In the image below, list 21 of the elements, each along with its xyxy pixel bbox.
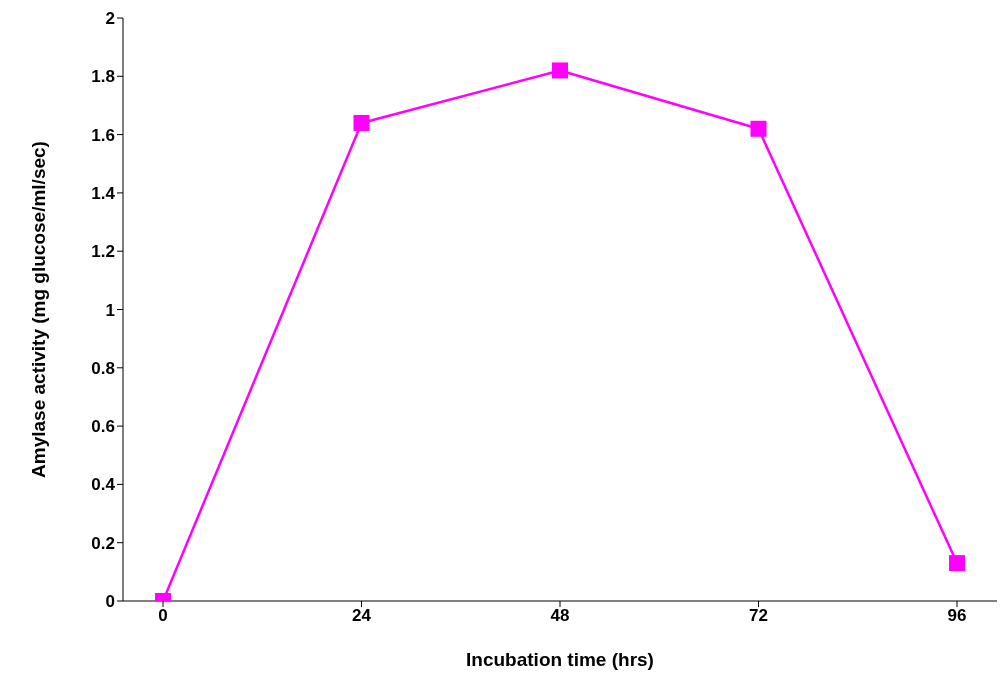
y-axis-title: Amylase activity (mg glucose/ml/sec) (27, 141, 49, 478)
y-tick-label: 1.2 (91, 242, 115, 262)
x-axis-title: Incubation time (hrs) (466, 649, 654, 670)
point (353, 114, 370, 131)
x-tick-label: 0 (158, 606, 168, 626)
point (552, 62, 568, 79)
y-tick-label: 0 (105, 592, 115, 612)
x-tick-label: 96 (947, 606, 967, 626)
x-tick-label: 72 (749, 606, 768, 626)
y-tick-label: 1 (105, 300, 115, 320)
x-tick-label: 24 (352, 606, 372, 626)
x-tick-label: 48 (550, 606, 570, 626)
y-tick-label: 0.2 (91, 533, 115, 553)
y-tick-label: 1.6 (91, 125, 115, 145)
y-tick-label: 1.4 (91, 183, 116, 203)
y-tick-label: 2 (105, 9, 115, 29)
y-tick-label: 0.8 (91, 358, 115, 378)
y-tick-label: 1.8 (91, 67, 115, 87)
y-tick-label: 0.4 (91, 475, 116, 495)
y-tick-label: 0.6 (91, 417, 115, 437)
point (750, 120, 767, 137)
